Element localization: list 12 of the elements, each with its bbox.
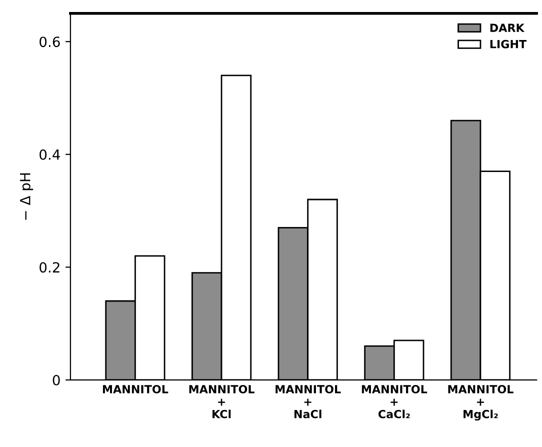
x-tick-label: MANNITOL + KCl bbox=[189, 385, 254, 418]
y-tick-label: 0.4 bbox=[40, 149, 60, 160]
y-axis-title: − Δ pH bbox=[20, 173, 34, 220]
x-tick-label: MANNITOL + CaCl₂ bbox=[362, 385, 428, 418]
y-tick-label: 0.2 bbox=[40, 262, 60, 273]
x-tick-label: MANNITOL + MgCl₂ bbox=[448, 385, 514, 421]
x-tick-label: MANNITOL + NaCl bbox=[276, 385, 341, 418]
y-tick-label: 0 bbox=[52, 374, 60, 386]
x-tick-label: MANNITOL bbox=[102, 385, 168, 394]
legend-label: DARK bbox=[490, 24, 525, 32]
legend-label: LIGHT bbox=[490, 40, 527, 48]
y-tick-label: 0.6 bbox=[40, 36, 60, 48]
